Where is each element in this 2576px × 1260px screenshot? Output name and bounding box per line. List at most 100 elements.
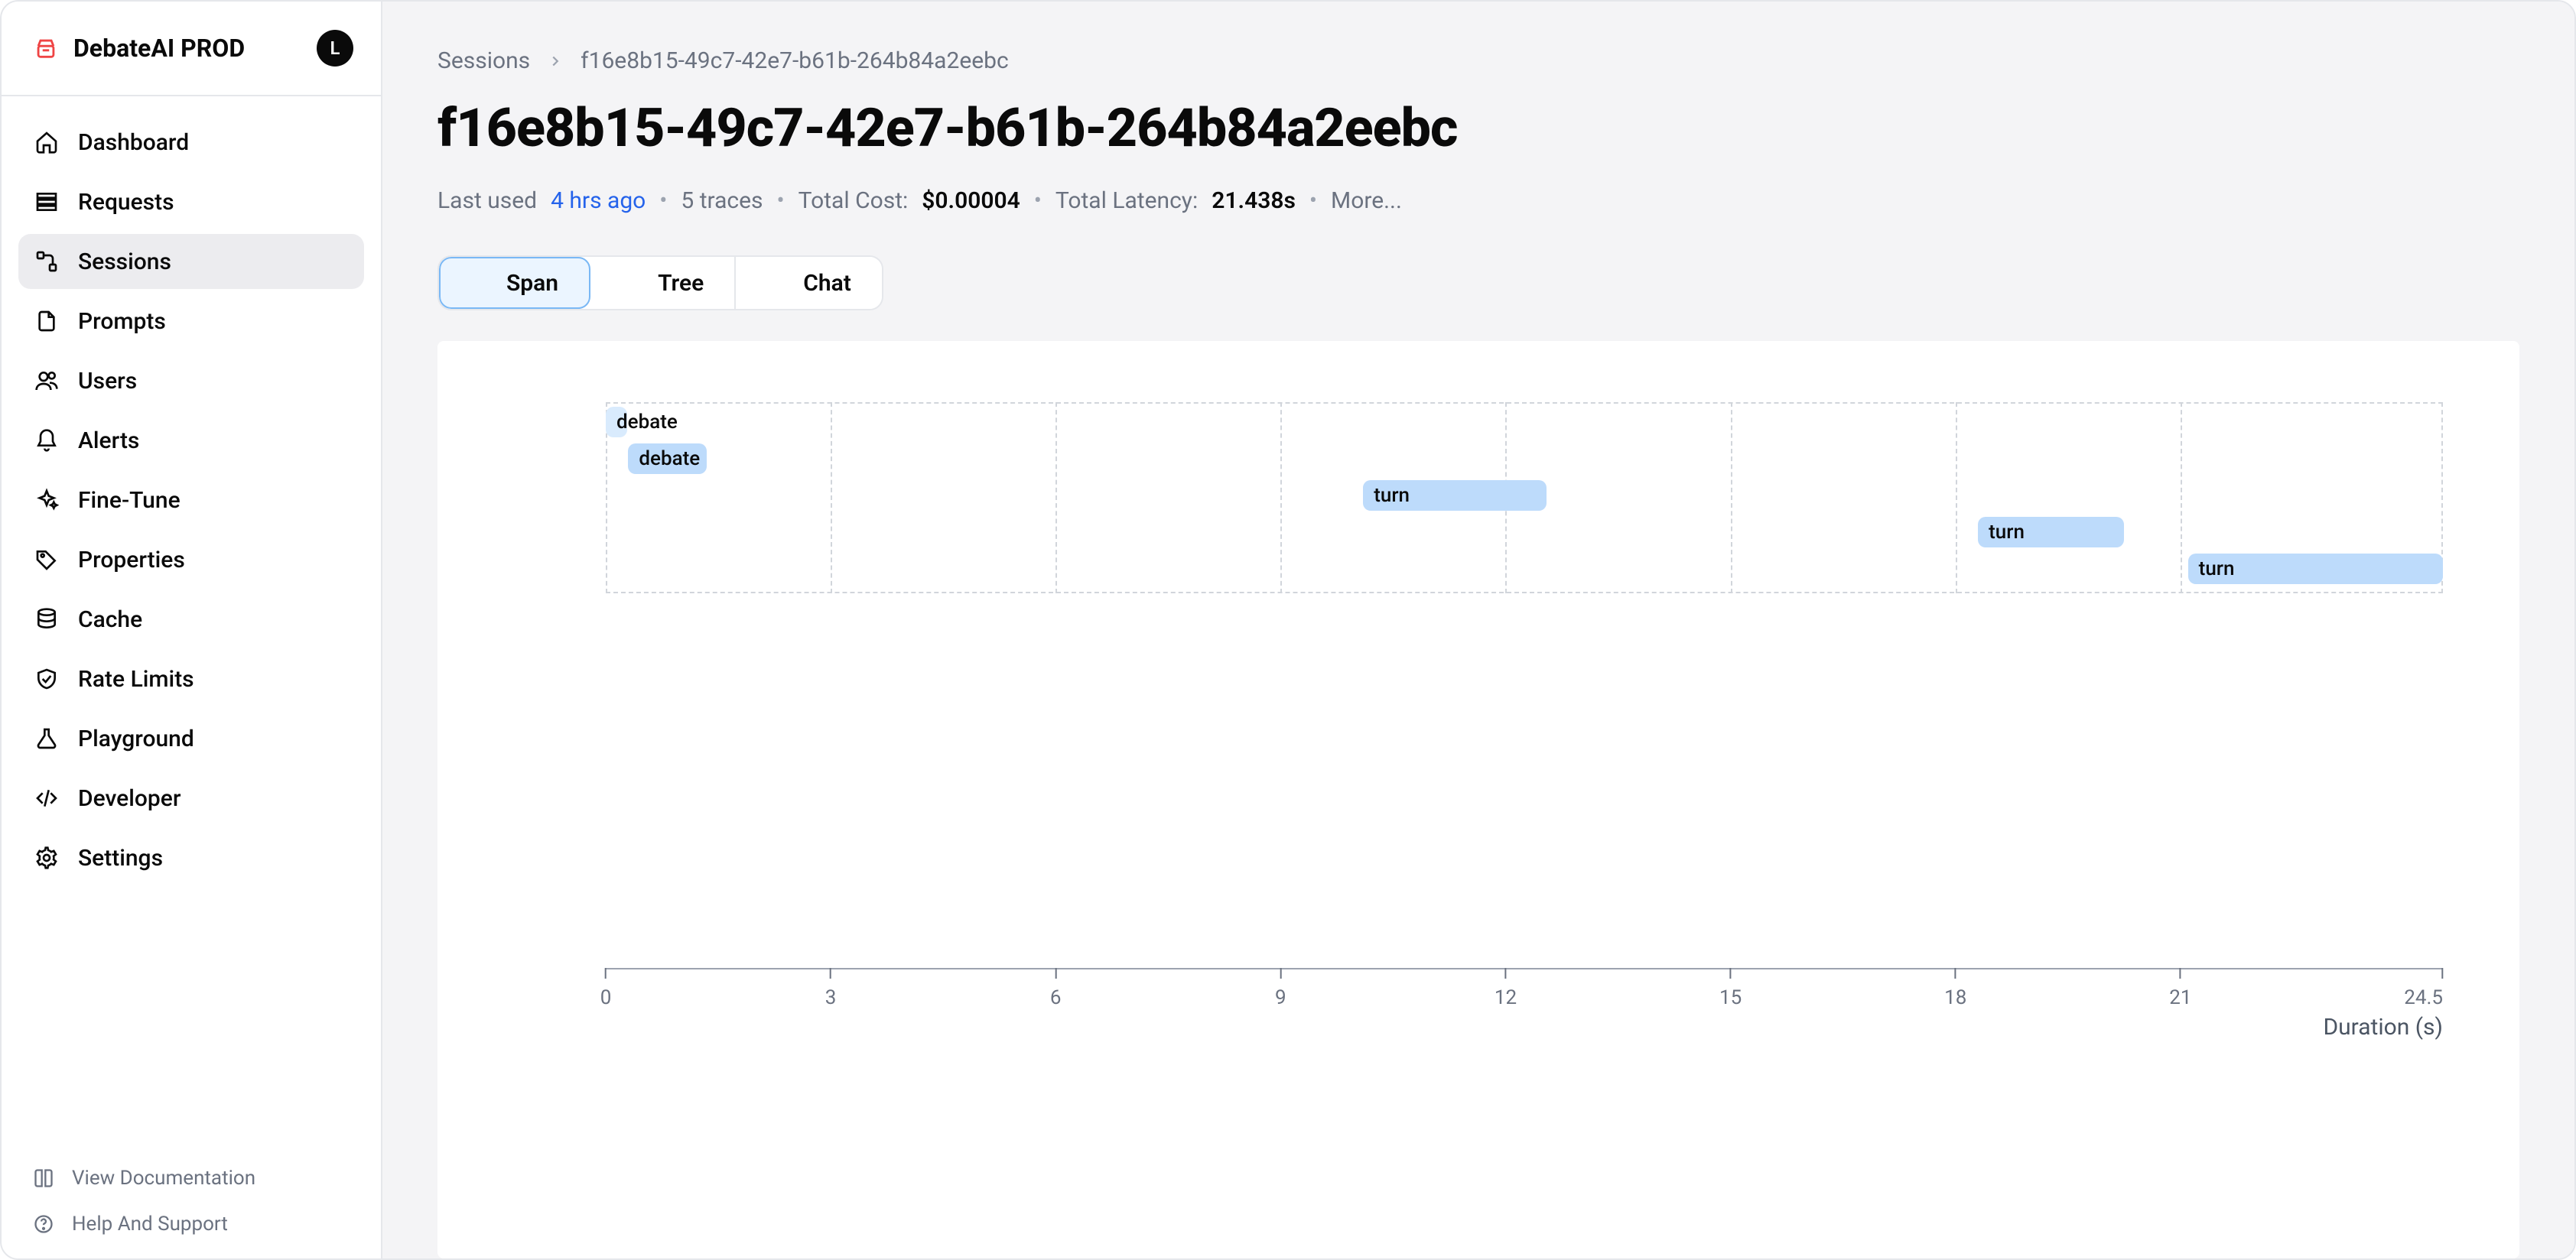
sidebar-item-label: Users [78,368,137,395]
grid-line [1956,402,1957,593]
axis-tick-label: 24.5 [2404,986,2443,1009]
sidebar-item-label: Prompts [78,308,166,335]
users-icon [34,368,60,394]
axis-tick: 15 [1719,968,1742,1009]
logo-icon [32,34,60,62]
sparkle-icon [34,487,60,513]
span-bar[interactable]: debate [606,407,627,437]
span-label: turn [2199,557,2235,580]
tab-span[interactable]: Span [439,257,590,309]
meta-cost-label: Total Cost: [798,187,909,214]
axis-tick: 3 [825,968,837,1009]
sidebar-footer: View Documentation Help And Support [2,1151,381,1258]
tag-icon [34,547,60,573]
meta-dot: • [777,187,785,214]
tab-tree[interactable]: Tree [590,257,736,309]
grid-line [606,402,2443,404]
span-label: turn [1374,484,1410,507]
span-label: debate [616,411,678,434]
axis-tick: 18 [1944,968,1966,1009]
meta-last-used-value[interactable]: 4 hrs ago [551,187,646,214]
tab-label: Span [506,270,558,297]
span-bar[interactable]: turn [2188,554,2443,584]
app-title: DebateAI PROD [73,34,303,63]
meta-cost-value: $0.00004 [922,187,1020,214]
sidebar-item-alerts[interactable]: Alerts [18,413,364,468]
axis-title: Duration (s) [2323,1014,2443,1041]
meta-row: Last used 4 hrs ago • 5 traces • Total C… [437,187,2519,214]
axis-tick-label: 9 [1275,986,1286,1009]
footer-link-label: View Documentation [72,1167,255,1190]
sidebar-item-label: Fine-Tune [78,487,181,514]
axis-line [606,968,2443,969]
sidebar-item-label: Dashboard [78,129,189,156]
sidebar-item-properties[interactable]: Properties [18,532,364,587]
axis-tick: 12 [1495,968,1517,1009]
meta-more[interactable]: More... [1331,187,1402,214]
span-bar[interactable]: debate [628,443,707,474]
breadcrumb-root[interactable]: Sessions [437,47,530,74]
span-bar[interactable]: turn [1978,517,2124,547]
sidebar-item-settings[interactable]: Settings [18,830,364,885]
sidebar-item-fine-tune[interactable]: Fine-Tune [18,472,364,528]
sidebar: DebateAI PROD L Dashboard RequestsSession… [2,2,382,1258]
footer-link-support[interactable]: Help And Support [32,1213,350,1236]
tab-chat[interactable]: Chat [736,257,882,309]
sidebar-item-prompts[interactable]: Prompts [18,294,364,349]
sidebar-item-rate-limits[interactable]: Rate Limits [18,651,364,706]
grid-line [2181,402,2182,593]
bell-icon [34,427,60,453]
grid-line [1731,402,1732,593]
axis-tick: 9 [1275,968,1286,1009]
sidebar-item-developer[interactable]: Developer [18,771,364,826]
sidebar-item-cache[interactable]: Cache [18,592,364,647]
help-icon [32,1213,55,1236]
axis-tick-label: 21 [2169,986,2191,1009]
meta-traces: 5 traces [681,187,763,214]
tab-label: Tree [658,270,704,297]
code-icon [34,785,60,811]
chevron-right-icon [547,53,564,70]
timeline-panel: debatedebateturnturnturn 03691215182124.… [437,341,2519,1258]
grid-line [831,402,832,593]
db-icon [34,606,60,632]
sidebar-header: DebateAI PROD L [2,2,381,96]
meta-last-used-label: Last used [437,187,537,214]
axis-tick: 6 [1050,968,1062,1009]
span-bar[interactable]: turn [1363,480,1547,511]
breadcrumb-current: f16e8b15-49c7-42e7-b61b-264b84a2eebc [581,47,1009,74]
meta-latency-label: Total Latency: [1055,187,1198,214]
footer-link-docs[interactable]: View Documentation [32,1167,350,1190]
axis-tick-label: 3 [825,986,837,1009]
axis-tick-label: 0 [600,986,612,1009]
sidebar-item-users[interactable]: Users [18,353,364,408]
span-label: debate [639,447,700,470]
sidebar-item-playground[interactable]: Playground [18,711,364,766]
sidebar-item-sessions[interactable]: Sessions [18,234,364,289]
shield-icon [34,666,60,692]
axis-tick-label: 18 [1944,986,1966,1009]
page-title: f16e8b15-49c7-42e7-b61b-264b84a2eebc [437,97,2519,160]
meta-latency-value: 21.438s [1212,187,1296,214]
home-icon [34,129,60,155]
grid-line [1280,402,1282,593]
axis-tick: 24.5 [2404,968,2443,1009]
sidebar-item-label: Settings [78,845,163,872]
grid-line [1055,402,1057,593]
axis-tick: 21 [2169,968,2191,1009]
file-icon [34,308,60,334]
axis-tick-label: 15 [1719,986,1742,1009]
axis-tick-label: 6 [1050,986,1062,1009]
sidebar-item-dashboard[interactable]: Dashboard [18,115,364,170]
breadcrumb: Sessions f16e8b15-49c7-42e7-b61b-264b84a… [437,47,2519,74]
view-tabs: Span Tree Chat [437,255,883,310]
tree-icon [621,271,644,294]
sidebar-item-requests[interactable]: Requests [18,174,364,229]
sidebar-item-label: Alerts [78,427,139,454]
span-label: turn [1989,521,2025,544]
avatar[interactable]: L [317,30,353,67]
sidebar-item-label: Playground [78,726,194,752]
list-icon [34,189,60,215]
book-icon [32,1167,55,1190]
axis-tick-label: 12 [1495,986,1517,1009]
